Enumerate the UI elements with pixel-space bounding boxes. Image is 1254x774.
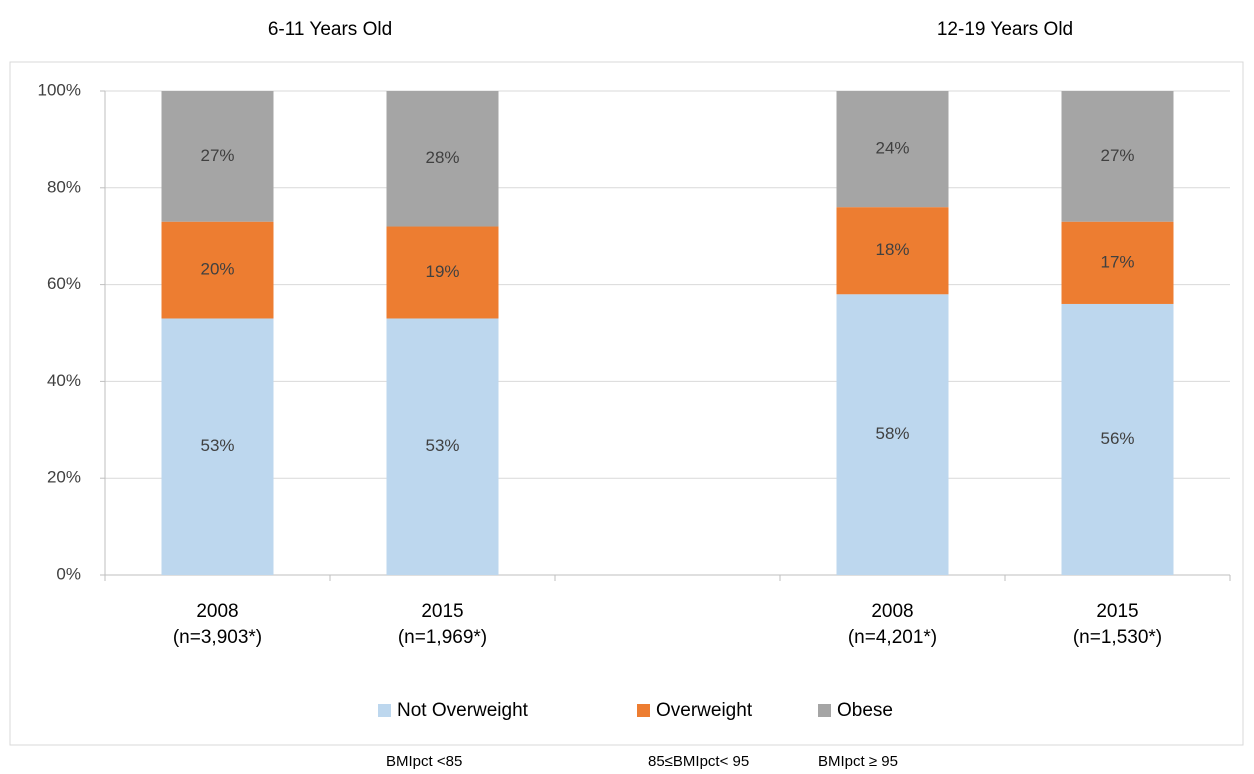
data-label: 58% [875,424,909,443]
data-label: 19% [425,262,459,281]
x-tick-label: 2015 [1096,601,1138,622]
legend-swatch [637,704,650,717]
data-label: 53% [425,436,459,455]
bar-segment [836,207,949,295]
bar-segment [161,91,274,222]
data-label: 20% [200,260,234,279]
data-label: 17% [1100,252,1134,271]
data-label: 27% [200,146,234,165]
bar-segment [836,294,949,575]
bar-segment [1061,91,1174,222]
data-label: 28% [425,148,459,167]
legend-label: Obese [837,700,893,721]
x-tick-label: 2008 [196,601,238,622]
legend-label: Not Overweight [397,700,529,721]
y-tick-label: 100% [38,80,81,99]
data-label: 56% [1100,429,1134,448]
bar-segment [836,91,949,208]
y-tick-label: 0% [56,564,81,583]
x-tick-label: 2008 [871,601,913,622]
y-tick-label: 60% [47,274,81,293]
legend-swatch [818,704,831,717]
x-tick-label: (n=1,530*) [1073,627,1162,648]
group-title: 12-19 Years Old [937,19,1073,40]
y-tick-label: 80% [47,177,81,196]
bar-segment [386,91,499,227]
x-tick-label: 2015 [421,601,463,622]
x-tick-label: (n=3,903*) [173,627,262,648]
legend-swatch [378,704,391,717]
x-tick-label: (n=4,201*) [848,627,937,648]
bar-segment [161,318,274,575]
note: BMIpct ≥ 95 [818,753,898,770]
y-tick-label: 20% [47,468,81,487]
data-label: 27% [1100,146,1134,165]
group-title: 6-11 Years Old [268,19,392,40]
x-tick-label: (n=1,969*) [398,627,487,648]
bar-segment [386,226,499,319]
bar-segment [161,221,274,319]
data-label: 24% [875,139,909,158]
data-label: 53% [200,436,234,455]
bar-segment [1061,221,1174,304]
data-label: 18% [875,240,909,259]
note: BMIpct <85 [386,753,462,770]
bar-segment [1061,303,1174,575]
legend-label: Overweight [656,700,753,721]
note: 85≤BMIpct< 95 [648,753,749,770]
bar-segment [386,318,499,575]
y-tick-label: 40% [47,371,81,390]
